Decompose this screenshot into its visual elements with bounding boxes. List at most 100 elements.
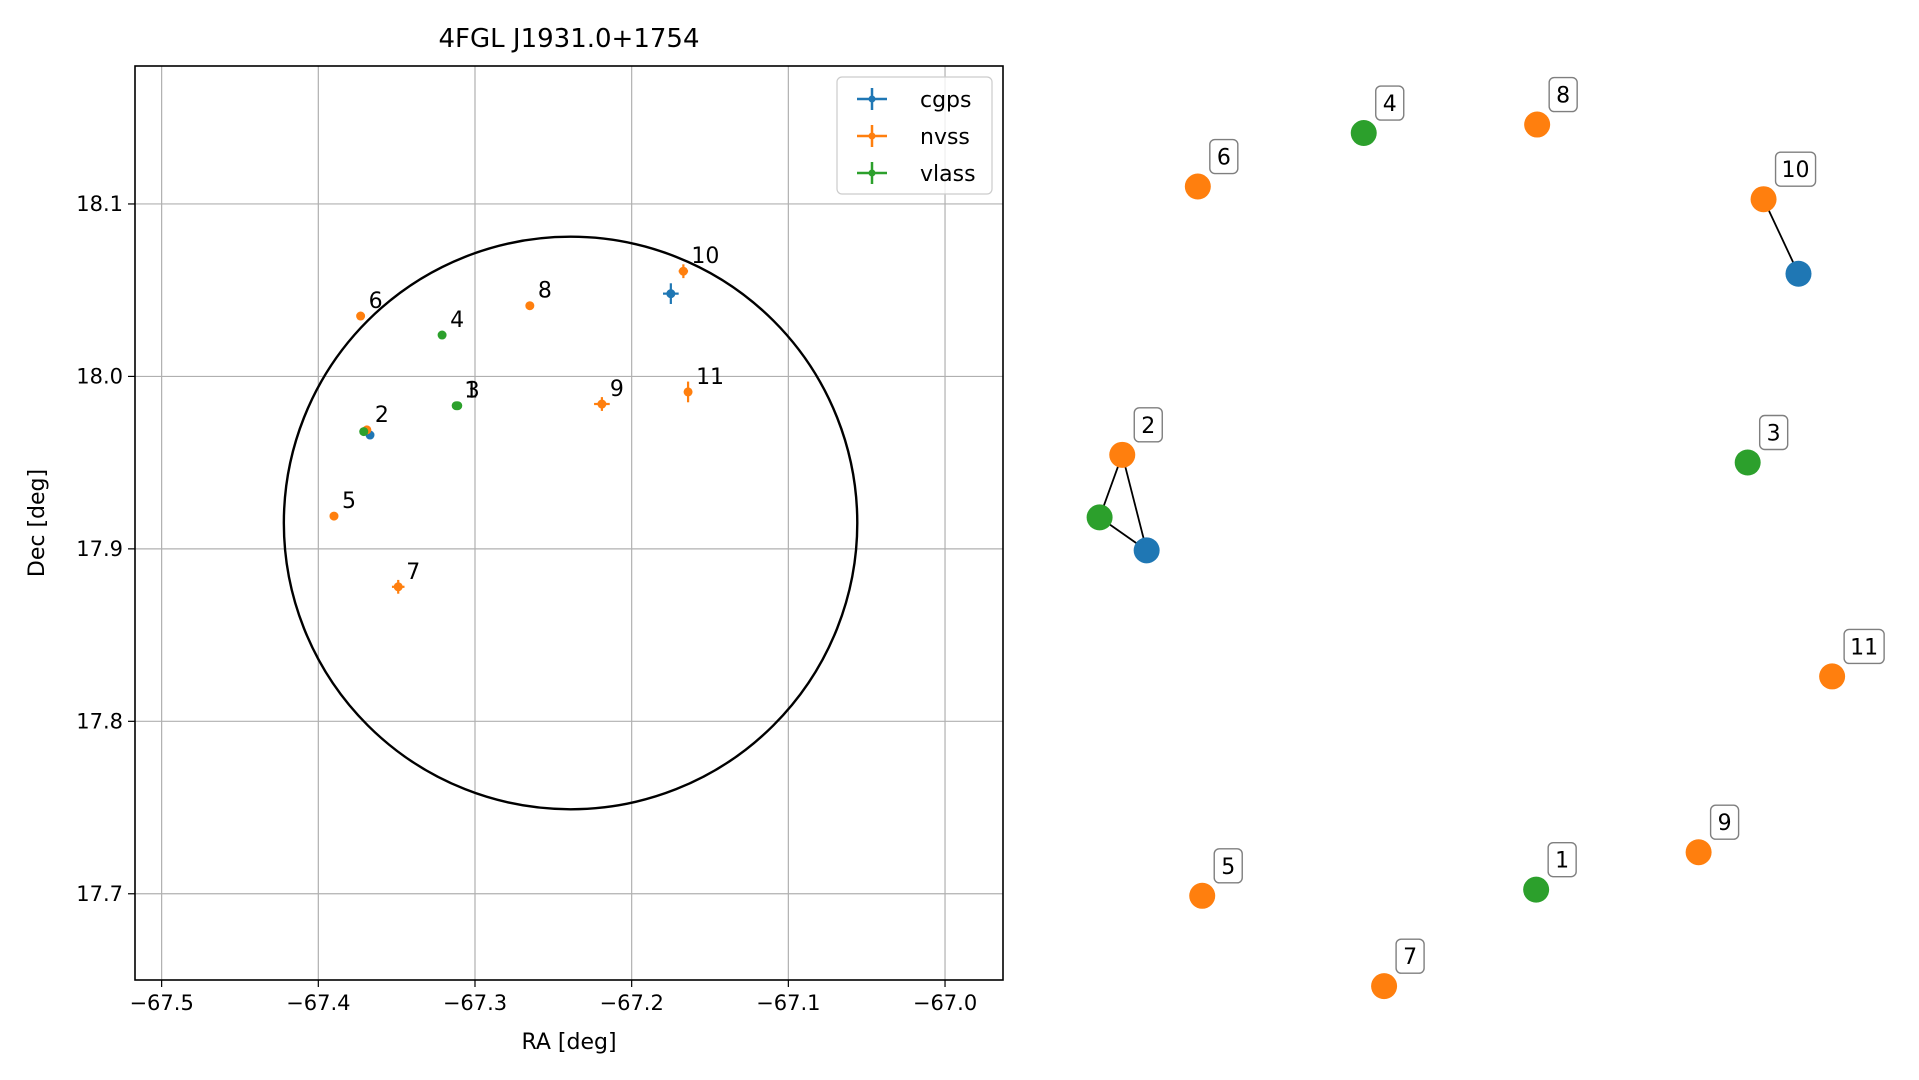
node-label: 1 <box>1555 849 1569 874</box>
node-marker <box>1819 663 1846 690</box>
node-label: 4 <box>1383 92 1397 117</box>
node-marker <box>1086 504 1113 531</box>
node-marker <box>1524 111 1551 138</box>
node-label-box <box>1209 138 1239 175</box>
network-node-nvss: 11 <box>1819 628 1885 690</box>
point-marker <box>329 511 339 521</box>
node-label: 6 <box>1217 146 1231 171</box>
node-label-box <box>1774 151 1817 187</box>
legend-item-cgps: cgps <box>857 88 972 113</box>
legend-swatch-dot <box>868 169 876 177</box>
point-marker <box>666 289 676 299</box>
y-tick-label: 17.7 <box>76 882 123 906</box>
network-node-cgps <box>1785 260 1812 287</box>
data-point-cgps <box>663 283 679 304</box>
data-point-vlass: 4 <box>437 308 464 340</box>
point-label: 4 <box>450 308 464 333</box>
data-point-nvss: 11 <box>683 365 724 403</box>
node-marker <box>1189 882 1216 909</box>
plot-frame <box>134 65 1004 981</box>
network-node-vlass: 3 <box>1734 414 1789 476</box>
point-label: 10 <box>691 244 719 269</box>
node-label-box <box>1758 414 1789 451</box>
network-node-nvss: 10 <box>1750 151 1817 213</box>
node-marker <box>1184 173 1211 200</box>
x-tick-label: −67.2 <box>599 991 663 1015</box>
node-label: 10 <box>1782 158 1810 183</box>
y-tick-label: 17.8 <box>76 709 123 733</box>
legend-item-vlass: vlass <box>857 162 976 187</box>
localization-circle <box>282 235 859 811</box>
legend-label: cgps <box>920 88 972 113</box>
network-node-nvss: 8 <box>1524 76 1578 138</box>
network-edge <box>1762 198 1800 275</box>
point-marker <box>393 582 403 592</box>
point-marker <box>356 311 366 321</box>
node-marker <box>1133 537 1160 564</box>
point-marker <box>525 301 535 311</box>
point-marker <box>437 330 447 340</box>
point-label: 11 <box>696 365 724 390</box>
grid <box>135 66 1003 980</box>
point-marker <box>359 427 369 437</box>
legend-swatch-dot <box>868 132 876 140</box>
node-marker <box>1523 876 1550 903</box>
crossmatch-network-graph: 4 8 6 10 2 3 11 9 5 1 7 <box>1086 76 1885 1000</box>
legend-swatch-dot <box>868 95 876 103</box>
legend-box <box>836 76 993 195</box>
node-label: 11 <box>1850 635 1878 660</box>
network-node-nvss: 6 <box>1184 138 1239 200</box>
node-label-box <box>1843 628 1885 665</box>
data-point-vlass <box>359 427 369 437</box>
network-nodes: 4 8 6 10 2 3 11 9 5 1 7 <box>1086 76 1885 1000</box>
legend-item-nvss: nvss <box>857 125 970 150</box>
node-label-box <box>1213 848 1243 884</box>
x-tick-label: −67.3 <box>443 991 507 1015</box>
data-point-nvss: 10 <box>678 244 719 279</box>
node-label: 7 <box>1403 945 1417 970</box>
chart-title: 4FGL J1931.0+1754 <box>439 24 700 54</box>
network-node-cgps <box>1133 537 1160 564</box>
network-node-nvss: 5 <box>1189 848 1243 909</box>
node-marker <box>1685 839 1712 866</box>
data-point-nvss: 6 <box>356 289 383 321</box>
node-marker <box>1109 441 1136 468</box>
legend: cgps nvss vlass <box>836 76 993 195</box>
data-point-vlass: 3 <box>453 379 480 411</box>
y-axis-label: Dec [deg] <box>25 469 50 577</box>
data-point-nvss: 5 <box>329 489 356 521</box>
node-label-box <box>1709 804 1740 840</box>
network-node-vlass <box>1086 504 1113 531</box>
point-marker <box>453 401 463 411</box>
x-axis-ticks: −67.5 −67.4 −67.3 −67.2 −67.1 −67.0 <box>129 980 977 1015</box>
network-node-nvss: 7 <box>1371 938 1425 1000</box>
y-axis-ticks: 17.7 17.8 17.9 18.0 18.1 <box>76 192 135 906</box>
plot-background <box>135 66 1003 980</box>
x-axis-label: RA [deg] <box>521 1030 616 1055</box>
data-point-nvss: 8 <box>525 279 552 311</box>
point-label: 6 <box>369 289 383 314</box>
legend-label: vlass <box>920 162 976 187</box>
network-node-vlass: 1 <box>1523 841 1577 903</box>
node-label: 8 <box>1556 84 1570 109</box>
point-marker <box>678 266 688 276</box>
legend-label: nvss <box>920 125 970 150</box>
node-label-box <box>1548 76 1578 113</box>
network-node-vlass: 4 <box>1350 85 1405 147</box>
node-marker <box>1734 449 1761 476</box>
point-marker <box>683 387 693 397</box>
node-marker <box>1750 186 1777 213</box>
point-marker <box>597 399 607 409</box>
node-marker <box>1350 120 1377 147</box>
network-node-nvss: 9 <box>1685 804 1740 866</box>
x-tick-label: −67.4 <box>286 991 350 1015</box>
node-label: 2 <box>1141 414 1155 439</box>
y-tick-label: 18.0 <box>76 364 123 388</box>
node-label-box <box>1395 938 1425 974</box>
node-label: 5 <box>1221 855 1235 880</box>
node-label-box <box>1133 407 1163 443</box>
network-edge <box>1121 454 1148 551</box>
